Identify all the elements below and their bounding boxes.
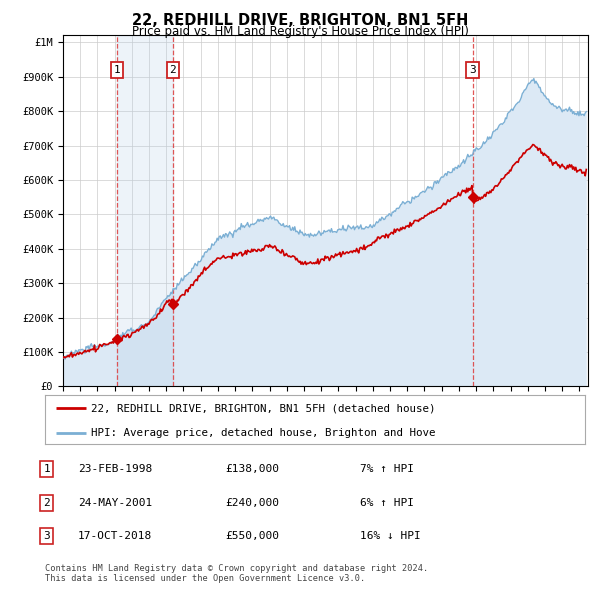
Text: 3: 3 — [469, 65, 476, 75]
Text: 22, REDHILL DRIVE, BRIGHTON, BN1 5FH: 22, REDHILL DRIVE, BRIGHTON, BN1 5FH — [132, 13, 468, 28]
Text: Price paid vs. HM Land Registry's House Price Index (HPI): Price paid vs. HM Land Registry's House … — [131, 25, 469, 38]
Text: 3: 3 — [43, 532, 50, 541]
Text: 6% ↑ HPI: 6% ↑ HPI — [360, 498, 414, 507]
Text: 7% ↑ HPI: 7% ↑ HPI — [360, 464, 414, 474]
Text: 17-OCT-2018: 17-OCT-2018 — [78, 532, 152, 541]
Text: HPI: Average price, detached house, Brighton and Hove: HPI: Average price, detached house, Brig… — [91, 428, 436, 438]
Text: Contains HM Land Registry data © Crown copyright and database right 2024.
This d: Contains HM Land Registry data © Crown c… — [45, 563, 428, 583]
Text: 1: 1 — [113, 65, 120, 75]
Text: 2: 2 — [43, 498, 50, 507]
Text: 24-MAY-2001: 24-MAY-2001 — [78, 498, 152, 507]
Text: 22, REDHILL DRIVE, BRIGHTON, BN1 5FH (detached house): 22, REDHILL DRIVE, BRIGHTON, BN1 5FH (de… — [91, 404, 436, 414]
Bar — [117, 35, 173, 386]
Text: 1: 1 — [43, 464, 50, 474]
Text: 2: 2 — [170, 65, 176, 75]
Text: £240,000: £240,000 — [225, 498, 279, 507]
Text: 16% ↓ HPI: 16% ↓ HPI — [360, 532, 421, 541]
Text: £550,000: £550,000 — [225, 532, 279, 541]
Text: 23-FEB-1998: 23-FEB-1998 — [78, 464, 152, 474]
Text: £138,000: £138,000 — [225, 464, 279, 474]
